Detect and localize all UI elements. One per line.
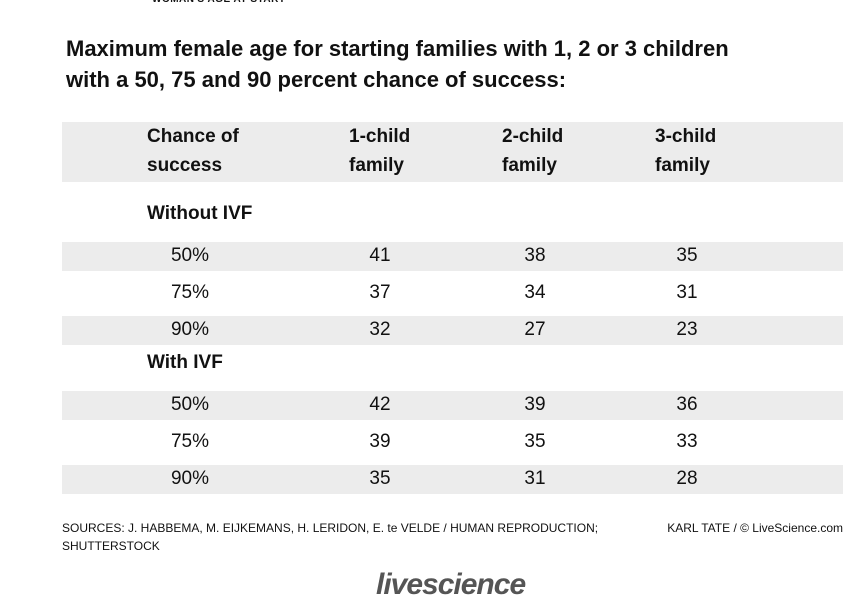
value-cell: 33	[676, 431, 698, 452]
chance-cell: 90%	[170, 319, 210, 340]
row-band	[62, 391, 843, 420]
chance-cell: 90%	[170, 468, 210, 489]
value-cell: 28	[676, 468, 698, 489]
value-cell: 35	[369, 468, 391, 489]
section-label: Without IVF	[147, 203, 253, 224]
sources: SOURCES: J. HABBEMA, M. EIJKEMANS, H. LE…	[62, 521, 599, 535]
value-cell: 38	[524, 245, 546, 266]
column-header: success	[147, 155, 223, 176]
column-header: 1-child	[349, 126, 411, 147]
column-header: 2-child	[502, 126, 564, 147]
value-cell: 39	[524, 394, 546, 415]
value-cell: 31	[524, 468, 546, 489]
value-cell: 27	[524, 319, 546, 340]
value-cell: 35	[676, 245, 698, 266]
value-cell: 36	[676, 394, 698, 415]
value-cell: 37	[369, 282, 391, 303]
chance-cell: 50%	[170, 245, 210, 266]
column-header: family	[655, 155, 710, 176]
row-band	[62, 316, 843, 345]
section-label: With IVF	[147, 352, 223, 373]
column-header: family	[502, 155, 557, 176]
value-cell: 42	[369, 394, 391, 415]
credit: KARL TATE / © LiveScience.com	[667, 521, 843, 535]
top-text: WOMAN'S AGE AT START	[152, 0, 285, 5]
sources: SHUTTERSTOCK	[62, 539, 160, 553]
value-cell: 31	[676, 282, 698, 303]
column-header: Chance of	[147, 126, 239, 147]
value-cell: 41	[369, 245, 391, 266]
value-cell: 34	[524, 282, 546, 303]
row-band	[62, 242, 843, 271]
value-cell: 23	[676, 319, 698, 340]
value-cell: 32	[369, 319, 391, 340]
value-cell: 39	[369, 431, 391, 452]
chance-cell: 75%	[170, 431, 210, 452]
chance-cell: 50%	[170, 394, 210, 415]
column-header: family	[349, 155, 404, 176]
title-line: with a 50, 75 and 90 percent chance of s…	[66, 67, 567, 92]
header-band	[62, 122, 843, 182]
logo: livescience	[376, 568, 526, 601]
column-header: 3-child	[655, 126, 717, 147]
title-line: Maximum female age for starting families…	[66, 36, 729, 61]
value-cell: 35	[524, 431, 546, 452]
row-band	[62, 465, 843, 494]
chance-cell: 75%	[170, 282, 210, 303]
